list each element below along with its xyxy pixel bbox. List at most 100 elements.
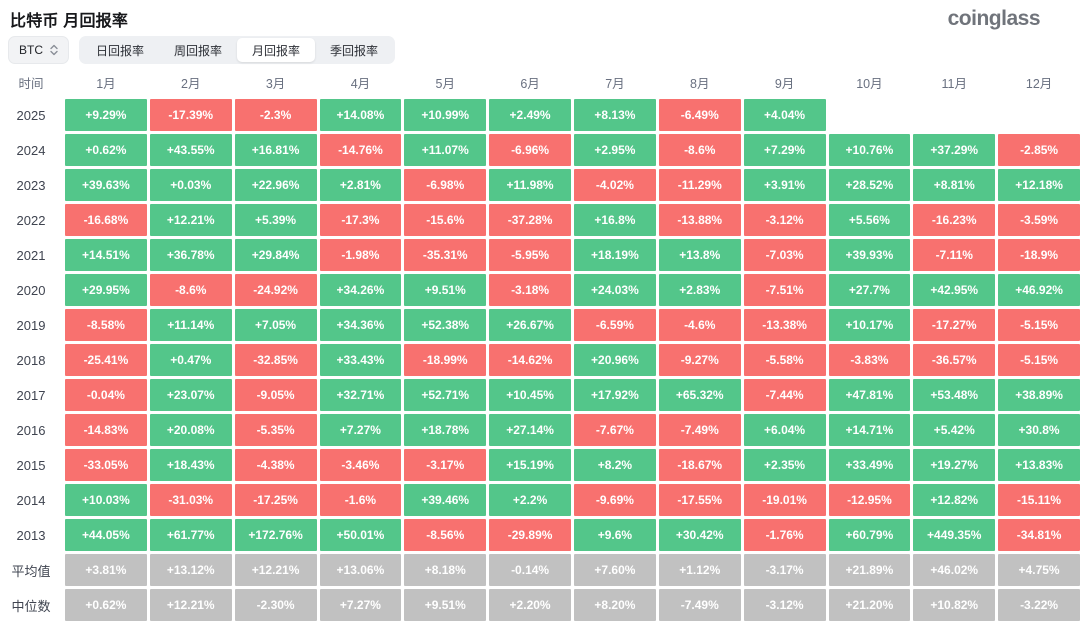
row-label: 2018: [16, 352, 46, 368]
tab-quarterly-returns[interactable]: 季回报率: [315, 38, 393, 62]
return-cell: -36.57%: [913, 344, 996, 376]
return-cell: +8.18%: [404, 554, 487, 586]
return-cell: +8.20%: [574, 589, 656, 621]
table-row: 2013 +44.05% +61.77% +172.76% +50.01% -8.56% -…: [0, 519, 1080, 551]
row-label: 2013: [16, 527, 46, 543]
month-column-header: 1月: [96, 76, 116, 91]
return-cell: +5.56%: [828, 204, 911, 236]
return-cell: +7.27%: [319, 414, 402, 446]
return-cell: +52.38%: [404, 309, 487, 341]
return-cell: +15.19%: [489, 449, 571, 481]
monthly-returns-table: 时间 1月 2月 3月 4月 5月 6月 7月 8月 9月 10月 11月 12月 2025 +9.29% -…: [0, 72, 1080, 621]
return-cell: +43.55%: [149, 134, 232, 166]
return-cell: +7.60%: [574, 554, 656, 586]
return-cell: -12.95%: [828, 484, 911, 516]
return-cell: +13.06%: [319, 554, 402, 586]
return-cell: +8.13%: [574, 99, 656, 131]
return-cell: -6.98%: [404, 169, 487, 201]
symbol-select[interactable]: BTC: [8, 36, 69, 64]
return-cell: -3.83%: [828, 344, 911, 376]
return-cell: +7.29%: [743, 134, 826, 166]
return-cell: +11.14%: [149, 309, 232, 341]
return-cell: +38.89%: [998, 379, 1080, 411]
return-cell: +3.91%: [743, 169, 826, 201]
return-cell: -14.62%: [489, 344, 571, 376]
return-cell: +46.92%: [998, 274, 1080, 306]
table-row: 2017 -0.04% +23.07% -9.05% +32.71% +52.71% +10…: [0, 379, 1080, 411]
return-cell: -7.11%: [913, 239, 996, 271]
month-column-header: 12月: [1025, 76, 1053, 91]
return-cell: +27.7%: [828, 274, 911, 306]
return-cell: +29.84%: [234, 239, 317, 271]
table-row: 2022 -16.68% +12.21% +5.39% -17.3% -15.6% -37.…: [0, 204, 1080, 236]
return-cell: +2.81%: [319, 169, 402, 201]
return-cell: +11.07%: [404, 134, 487, 166]
table-row: 2016 -14.83% +20.08% -5.35% +7.27% +18.78% +27…: [0, 414, 1080, 446]
return-cell: +17.92%: [574, 379, 656, 411]
return-cell: +7.05%: [234, 309, 317, 341]
return-cell: -2.30%: [234, 589, 317, 621]
table-row: 中位数 +0.62% +12.21% -2.30% +7.27% +9.51% +2.20%…: [0, 589, 1080, 621]
return-cell: +0.03%: [149, 169, 232, 201]
empty-cell: [913, 99, 995, 131]
row-label: 2023: [16, 177, 46, 193]
return-cell: -24.92%: [234, 274, 317, 306]
return-cell: -14.83%: [65, 414, 147, 446]
return-cell: +16.81%: [234, 134, 317, 166]
tab-weekly-returns[interactable]: 周回报率: [159, 38, 237, 62]
corner-label: 时间: [18, 76, 44, 91]
up-down-chevron-icon: [50, 44, 58, 56]
return-cell: +30.8%: [998, 414, 1080, 446]
return-cell: -3.22%: [998, 589, 1080, 621]
row-label: 2017: [16, 387, 46, 403]
return-cell: +21.89%: [828, 554, 911, 586]
return-cell: -29.89%: [489, 519, 571, 551]
return-cell: +10.76%: [828, 134, 911, 166]
return-cell: -4.38%: [234, 449, 317, 481]
return-cell: +53.48%: [913, 379, 996, 411]
return-cell: +13.8%: [658, 239, 741, 271]
month-column-header: 6月: [520, 76, 540, 91]
return-cell: +39.93%: [828, 239, 911, 271]
table-row: 2014 +10.03% -31.03% -17.25% -1.6% +39.46% +2.…: [0, 484, 1080, 516]
return-cell: +5.39%: [234, 204, 317, 236]
month-column-header: 4月: [350, 76, 371, 91]
return-cell: -5.58%: [743, 344, 826, 376]
return-cell: +3.81%: [65, 554, 147, 586]
table-row: 2020 +29.95% -8.6% -24.92% +34.26% +9.51% -3.1…: [0, 274, 1080, 306]
tab-monthly-returns[interactable]: 月回报率: [237, 38, 316, 62]
return-cell: -9.69%: [574, 484, 656, 516]
return-cell: -4.6%: [658, 309, 741, 341]
return-cell: +12.21%: [234, 554, 317, 586]
month-column-header: 8月: [690, 76, 710, 91]
return-cell: +9.6%: [574, 519, 656, 551]
row-label: 2016: [16, 422, 46, 438]
return-cell: +7.27%: [319, 589, 402, 621]
empty-cell: [829, 99, 911, 131]
return-cell: +24.03%: [574, 274, 656, 306]
page-title: 比特币 月回报率: [10, 13, 129, 30]
tab-daily-returns[interactable]: 日回报率: [81, 38, 159, 62]
row-label: 中位数: [11, 598, 51, 614]
return-cell: -25.41%: [65, 344, 147, 376]
return-cell: +0.47%: [149, 344, 232, 376]
row-label: 2024: [16, 142, 46, 158]
return-cell: -3.12%: [743, 204, 826, 236]
month-column-header: 2月: [181, 76, 201, 91]
return-cell: +1.12%: [658, 554, 741, 586]
return-cell: +13.83%: [998, 449, 1080, 481]
return-cell: -1.6%: [319, 484, 402, 516]
return-cell: +36.78%: [149, 239, 232, 271]
return-cell: -6.96%: [489, 134, 571, 166]
return-cell: -8.56%: [404, 519, 487, 551]
return-cell: -31.03%: [149, 484, 232, 516]
coinglass-logo: coinglass: [947, 7, 1041, 30]
return-cell: +0.62%: [65, 134, 147, 166]
return-cell: -7.49%: [658, 589, 741, 621]
return-cell: +19.27%: [913, 449, 996, 481]
return-cell: +12.18%: [998, 169, 1080, 201]
return-cell: -17.27%: [913, 309, 996, 341]
return-cell: +16.8%: [574, 204, 656, 236]
return-cell: +2.83%: [658, 274, 741, 306]
return-cell: +14.08%: [319, 99, 402, 131]
